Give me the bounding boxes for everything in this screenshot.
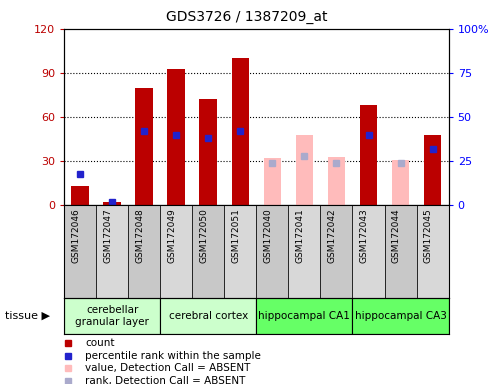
Text: GSM172042: GSM172042	[327, 208, 336, 263]
Text: GSM172041: GSM172041	[295, 208, 304, 263]
Text: hippocampal CA1: hippocampal CA1	[258, 311, 351, 321]
Text: GSM172048: GSM172048	[135, 208, 144, 263]
Bar	[96, 205, 128, 298]
Text: tissue ▶: tissue ▶	[5, 311, 50, 321]
Bar	[256, 205, 288, 298]
Text: cerebral cortex: cerebral cortex	[169, 311, 248, 321]
Text: value, Detection Call = ABSENT: value, Detection Call = ABSENT	[85, 363, 250, 373]
Bar	[136, 88, 153, 205]
Text: GSM172045: GSM172045	[423, 208, 433, 263]
Bar	[128, 205, 160, 298]
Text: GSM172051: GSM172051	[231, 208, 240, 263]
Text: GSM172040: GSM172040	[263, 208, 272, 263]
Bar	[352, 298, 449, 334]
Bar	[192, 205, 224, 298]
Bar	[256, 298, 352, 334]
Bar	[288, 205, 320, 298]
Text: count: count	[85, 338, 115, 348]
Text: GSM172046: GSM172046	[71, 208, 80, 263]
Text: GSM172043: GSM172043	[359, 208, 368, 263]
Bar	[296, 135, 313, 205]
Bar	[64, 205, 96, 298]
Text: GDS3726 / 1387209_at: GDS3726 / 1387209_at	[166, 10, 327, 23]
Text: GSM172049: GSM172049	[167, 208, 176, 263]
Bar	[392, 160, 409, 205]
Text: percentile rank within the sample: percentile rank within the sample	[85, 351, 261, 361]
Bar	[160, 205, 192, 298]
Text: GSM172044: GSM172044	[391, 208, 400, 263]
Bar	[224, 205, 256, 298]
Text: GSM172050: GSM172050	[199, 208, 208, 263]
Bar	[232, 58, 249, 205]
Text: cerebellar
granular layer: cerebellar granular layer	[75, 305, 149, 327]
Bar	[417, 205, 449, 298]
Bar	[424, 135, 441, 205]
Bar	[385, 205, 417, 298]
Bar	[328, 157, 345, 205]
Bar	[168, 68, 185, 205]
Bar	[320, 205, 352, 298]
Text: rank, Detection Call = ABSENT: rank, Detection Call = ABSENT	[85, 376, 246, 384]
Bar	[71, 186, 89, 205]
Bar	[160, 298, 256, 334]
Text: hippocampal CA3: hippocampal CA3	[354, 311, 447, 321]
Bar	[200, 99, 217, 205]
Bar	[64, 298, 160, 334]
Bar	[352, 205, 385, 298]
Text: GSM172047: GSM172047	[103, 208, 112, 263]
Bar	[264, 158, 281, 205]
Bar	[104, 202, 121, 205]
Bar	[360, 105, 377, 205]
